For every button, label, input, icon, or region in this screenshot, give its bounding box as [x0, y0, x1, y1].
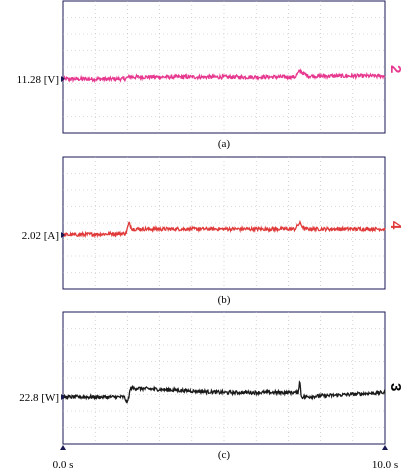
panel-caption: (b) [218, 294, 231, 306]
x-axis-start-label: 0.0 s [53, 459, 74, 471]
level-marker-arrow [61, 232, 65, 238]
level-label: 22.8 [W] [19, 392, 59, 404]
panel-caption: (c) [218, 449, 231, 461]
scope-panel-2: 2.02 [A] 4 (b) [22, 156, 404, 306]
level-label: 11.28 [V] [17, 74, 59, 86]
scope-panel-3: 22.8 [W] 3 (c) [19, 311, 404, 461]
panel-caption: (a) [218, 138, 231, 150]
time-start-marker [60, 445, 66, 450]
level-label: 2.02 [A] [22, 230, 59, 242]
time-end-marker [382, 445, 388, 450]
level-marker-arrow [61, 76, 65, 82]
channel-marker: 4 [387, 221, 404, 230]
series-trace-3 [62, 380, 386, 404]
series-trace-2 [62, 219, 386, 239]
level-marker-arrow [61, 394, 65, 400]
scope-panel-1: 11.28 [V] 2 (a) [17, 0, 404, 150]
x-axis-end-label: 10.0 s [372, 459, 398, 471]
series-trace-1 [62, 68, 386, 84]
channel-marker: 3 [387, 383, 404, 391]
channel-marker: 2 [387, 65, 404, 73]
